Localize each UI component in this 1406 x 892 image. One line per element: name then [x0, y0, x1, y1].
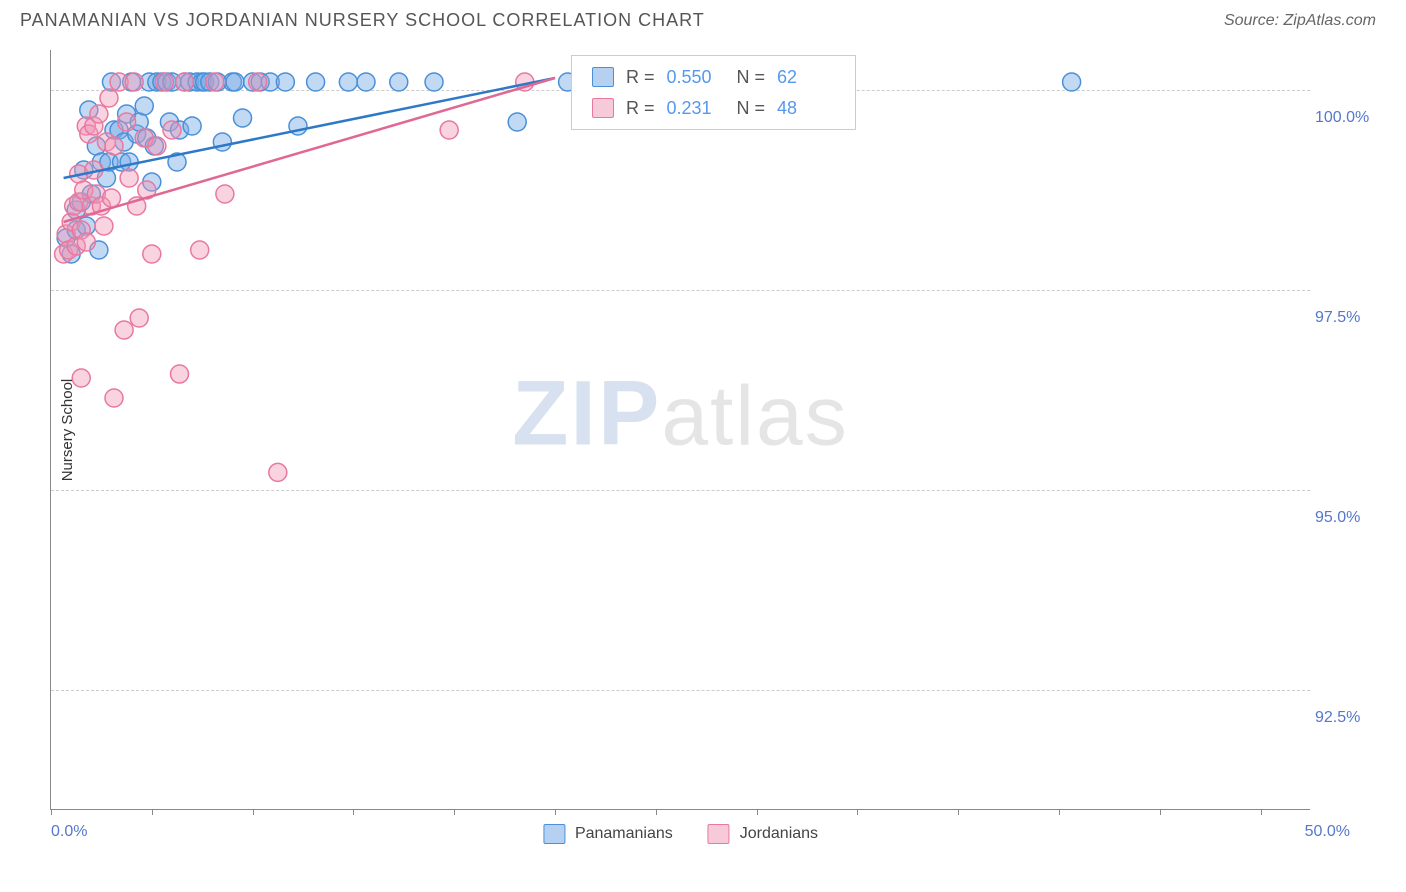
- y-axis-title: Nursery School: [59, 378, 76, 481]
- scatter-point: [307, 73, 325, 91]
- stat-r-value-1: 0.231: [667, 93, 725, 124]
- legend-item-0: Panamanians: [543, 824, 673, 844]
- x-tick: [353, 809, 354, 815]
- stats-row-1: R = 0.231 N = 48: [592, 93, 835, 124]
- chart-title: PANAMANIAN VS JORDANIAN NURSERY SCHOOL C…: [20, 10, 705, 31]
- scatter-point: [226, 73, 244, 91]
- scatter-point: [155, 73, 173, 91]
- scatter-svg: [51, 50, 1311, 810]
- scatter-point: [77, 233, 95, 251]
- scatter-point: [183, 117, 201, 135]
- scatter-point: [440, 121, 458, 139]
- scatter-point: [90, 105, 108, 123]
- legend-swatch-pink-icon: [708, 824, 730, 844]
- swatch-blue-icon: [592, 67, 614, 87]
- swatch-pink-icon: [592, 98, 614, 118]
- x-tick: [656, 809, 657, 815]
- stat-r-label-0: R =: [626, 62, 655, 93]
- scatter-point: [191, 241, 209, 259]
- legend-label-1: Jordanians: [740, 825, 818, 843]
- legend-label-0: Panamanians: [575, 825, 673, 843]
- scatter-point: [216, 185, 234, 203]
- x-tick: [1059, 809, 1060, 815]
- scatter-point: [105, 389, 123, 407]
- x-tick: [857, 809, 858, 815]
- chart-container: ZIPatlas 100.0%97.5%95.0%92.5% R = 0.550…: [50, 50, 1350, 810]
- scatter-point: [118, 113, 136, 131]
- scatter-point: [1063, 73, 1081, 91]
- x-tick: [51, 809, 52, 815]
- scatter-point: [206, 73, 224, 91]
- scatter-point: [148, 137, 166, 155]
- scatter-point: [102, 189, 120, 207]
- scatter-point: [425, 73, 443, 91]
- x-tick: [757, 809, 758, 815]
- plot-area: ZIPatlas 100.0%97.5%95.0%92.5% R = 0.550…: [50, 50, 1310, 810]
- scatter-point: [100, 89, 118, 107]
- y-tick-label: 92.5%: [1315, 709, 1385, 727]
- y-tick-label: 97.5%: [1315, 309, 1385, 327]
- x-tick: [454, 809, 455, 815]
- legend-swatch-blue-icon: [543, 824, 565, 844]
- x-tick: [958, 809, 959, 815]
- scatter-point: [125, 73, 143, 91]
- scatter-point: [135, 97, 153, 115]
- stat-r-value-0: 0.550: [667, 62, 725, 93]
- chart-header: PANAMANIAN VS JORDANIAN NURSERY SCHOOL C…: [0, 0, 1406, 41]
- scatter-point: [105, 137, 123, 155]
- scatter-point: [130, 309, 148, 327]
- scatter-point: [339, 73, 357, 91]
- scatter-point: [269, 463, 287, 481]
- scatter-point: [249, 73, 267, 91]
- y-tick-label: 95.0%: [1315, 509, 1385, 527]
- scatter-point: [390, 73, 408, 91]
- scatter-point: [508, 113, 526, 131]
- x-label-left: 0.0%: [51, 823, 87, 841]
- stats-row-0: R = 0.550 N = 62: [592, 62, 835, 93]
- scatter-point: [115, 321, 133, 339]
- scatter-point: [213, 133, 231, 151]
- stat-r-label-1: R =: [626, 93, 655, 124]
- scatter-point: [143, 245, 161, 263]
- stat-n-value-1: 48: [777, 93, 835, 124]
- stat-n-label-1: N =: [737, 93, 766, 124]
- legend-item-1: Jordanians: [708, 824, 818, 844]
- stats-box: R = 0.550 N = 62 R = 0.231 N = 48: [571, 55, 856, 130]
- scatter-point: [276, 73, 294, 91]
- x-label-right: 50.0%: [1305, 823, 1350, 841]
- scatter-point: [120, 169, 138, 187]
- scatter-point: [176, 73, 194, 91]
- scatter-point: [171, 365, 189, 383]
- x-tick: [555, 809, 556, 815]
- stat-n-value-0: 62: [777, 62, 835, 93]
- x-tick: [1261, 809, 1262, 815]
- bottom-legend: Panamanians Jordanians: [543, 824, 818, 844]
- scatter-point: [95, 217, 113, 235]
- x-tick: [152, 809, 153, 815]
- scatter-point: [163, 121, 181, 139]
- y-tick-label: 100.0%: [1315, 109, 1385, 127]
- x-tick: [1160, 809, 1161, 815]
- stat-n-label-0: N =: [737, 62, 766, 93]
- scatter-point: [357, 73, 375, 91]
- chart-source: Source: ZipAtlas.com: [1224, 12, 1376, 30]
- x-tick: [253, 809, 254, 815]
- scatter-point: [234, 109, 252, 127]
